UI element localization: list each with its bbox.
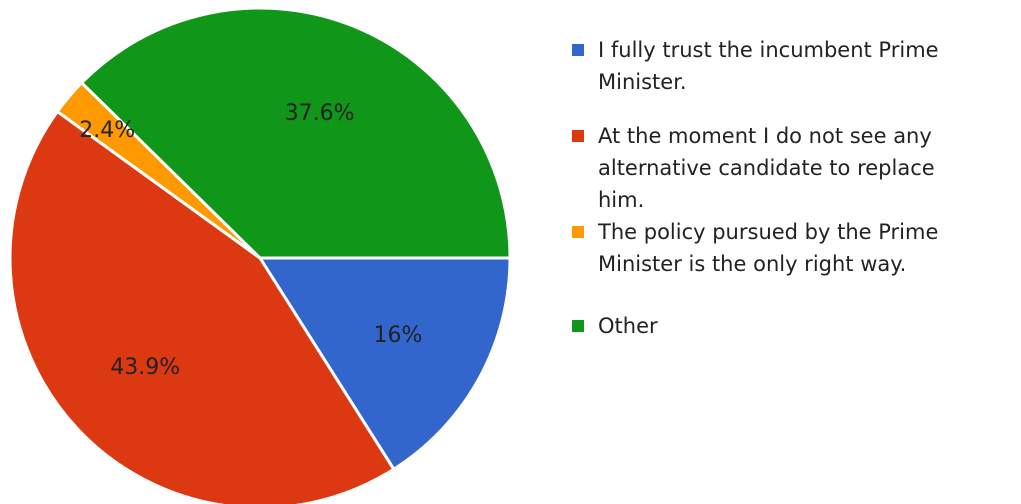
pie-label-other: 37.6%	[285, 101, 355, 126]
legend-label-policy-line1: The policy pursued by the Prime	[598, 220, 939, 244]
pie-label-no-alternative: 43.9%	[110, 355, 180, 380]
legend-item-other[interactable]: Other	[572, 310, 1017, 342]
legend-label-no-alternative-line3: him.	[598, 188, 645, 212]
legend-item-no-alternative[interactable]: At the moment I do not see any alternati…	[572, 120, 1017, 216]
pie-label-policy: 2.4%	[79, 118, 135, 143]
legend-swatch-trust	[572, 44, 584, 56]
legend-label-other: Other	[598, 314, 658, 338]
pie-label-trust: 16%	[374, 323, 423, 348]
pie-labels: 16% 43.9% 2.4% 37.6%	[79, 101, 422, 380]
legend: I fully trust the incumbent Prime Minist…	[572, 34, 1017, 342]
legend-swatch-other	[572, 320, 584, 332]
legend-label-policy-line2: Minister is the only right way.	[598, 252, 907, 276]
legend-item-policy[interactable]: The policy pursued by the Prime Minister…	[572, 216, 1017, 280]
legend-item-trust[interactable]: I fully trust the incumbent Prime Minist…	[572, 34, 1017, 98]
legend-label-no-alternative-line1: At the moment I do not see any	[598, 124, 932, 148]
pie-slice-other[interactable]	[80, 6, 512, 260]
legend-label-trust-line2: Minister.	[598, 70, 687, 94]
pie-slice-trust[interactable]	[258, 256, 512, 471]
legend-swatch-no-alternative	[572, 130, 584, 142]
legend-label-no-alternative-line2: alternative candidate to replace	[598, 156, 935, 180]
legend-swatch-policy	[572, 226, 584, 238]
pie-slice-no-alternative[interactable]	[8, 110, 396, 504]
legend-label-trust-line1: I fully trust the incumbent Prime	[598, 38, 939, 62]
pie-slices	[8, 6, 512, 504]
